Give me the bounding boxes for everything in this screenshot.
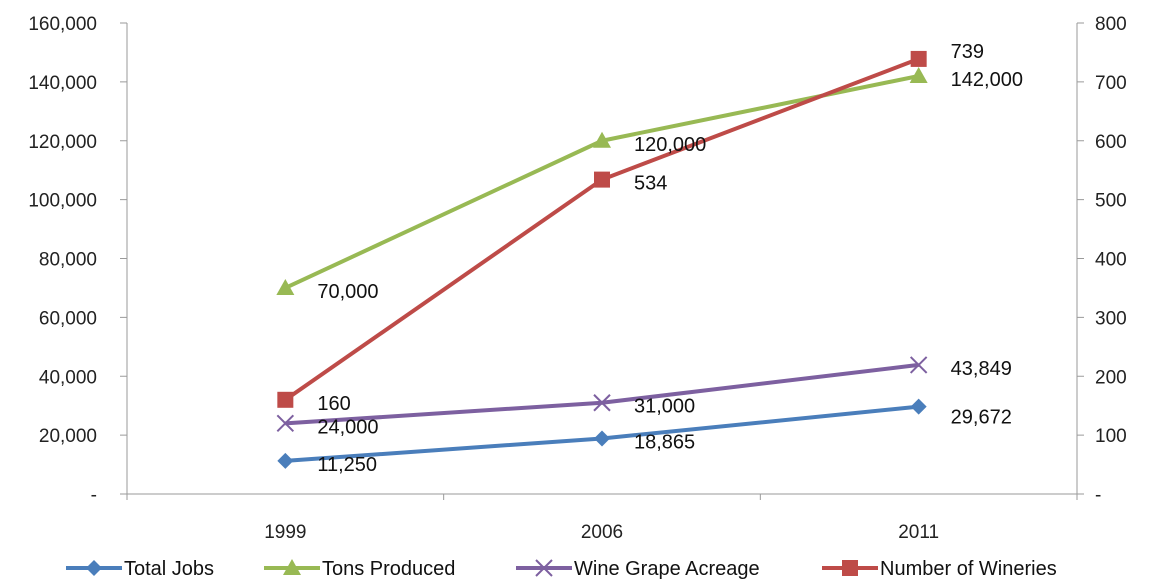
data-label-total-jobs: 18,865 xyxy=(634,431,695,453)
data-label-number-of-wineries: 739 xyxy=(951,41,984,63)
data-point-number-of-wineries-1999 xyxy=(277,391,294,408)
data-point-total-jobs-2011 xyxy=(910,398,927,415)
data-point-number-of-wineries-2011 xyxy=(910,50,927,67)
series-line-number-of-wineries xyxy=(284,57,920,402)
data-point-total-jobs-1999 xyxy=(277,452,294,469)
series-total-jobs xyxy=(277,398,927,469)
data-point-tons-produced-1999 xyxy=(276,278,295,295)
data-label-number-of-wineries: 534 xyxy=(634,173,667,195)
legend-marker-total-jobs xyxy=(86,560,102,576)
left-y-tick-label: 40,000 xyxy=(39,367,97,388)
chart-data-labels: 11,250 18,865 29,672 70,000 120,000 142,000 24… xyxy=(317,41,1023,476)
legend-marker-number-of-wineries xyxy=(842,560,858,576)
data-point-wine-grape-acreage-1999 xyxy=(276,414,295,433)
right-y-tick-label: 500 xyxy=(1095,191,1127,212)
chart-axes: -20,00040,00060,00080,000100,000120,0001… xyxy=(28,14,1126,543)
legend-marker-tons-produced xyxy=(283,559,301,575)
data-label-wine-grape-acreage: 31,000 xyxy=(634,396,695,418)
data-label-wine-grape-acreage: 43,849 xyxy=(951,358,1012,380)
series-number-of-wineries xyxy=(277,50,927,408)
right-y-tick-label: 100 xyxy=(1095,426,1127,447)
left-y-tick-label: 140,000 xyxy=(28,73,97,94)
legend-label-tons-produced: Tons Produced xyxy=(322,558,455,579)
left-y-tick-label: 20,000 xyxy=(39,426,97,447)
left-y-tick-label: 120,000 xyxy=(28,132,97,153)
legend-item-wine-grape-acreage: Wine Grape Acreage xyxy=(516,558,760,579)
data-label-tons-produced: 70,000 xyxy=(317,281,378,303)
data-point-total-jobs-2006 xyxy=(594,430,610,447)
legend-label-wine-grape-acreage: Wine Grape Acreage xyxy=(574,558,760,579)
legend-label-total-jobs: Total Jobs xyxy=(124,558,214,579)
legend-label-number-of-wineries: Number of Wineries xyxy=(880,558,1057,579)
left-y-tick-label: 100,000 xyxy=(28,191,97,212)
legend-item-tons-produced: Tons Produced xyxy=(264,558,455,579)
data-point-wine-grape-acreage-2011 xyxy=(909,356,928,374)
chart-series xyxy=(276,50,928,469)
left-y-tick-label: - xyxy=(91,485,97,506)
left-y-tick-label: 80,000 xyxy=(39,250,97,271)
data-label-wine-grape-acreage: 24,000 xyxy=(317,416,378,438)
legend-item-number-of-wineries: Number of Wineries xyxy=(822,558,1057,579)
left-y-tick-label: 160,000 xyxy=(28,14,97,35)
right-y-tick-label: 700 xyxy=(1095,73,1127,94)
data-label-total-jobs: 29,672 xyxy=(951,407,1012,429)
data-label-total-jobs: 11,250 xyxy=(317,454,377,476)
right-y-tick-label: 600 xyxy=(1095,132,1127,153)
x-tick-label: 2006 xyxy=(581,522,623,543)
left-y-tick-label: 60,000 xyxy=(39,308,97,329)
right-y-tick-label: 800 xyxy=(1095,14,1127,35)
x-tick-label: 1999 xyxy=(264,522,306,543)
right-y-tick-label: 300 xyxy=(1095,308,1127,329)
right-y-tick-label: 200 xyxy=(1095,367,1127,388)
data-point-tons-produced-2006 xyxy=(593,131,611,148)
right-y-tick-label: 400 xyxy=(1095,250,1127,271)
data-point-tons-produced-2011 xyxy=(909,66,928,83)
data-point-wine-grape-acreage-2006 xyxy=(593,394,611,412)
data-label-tons-produced: 120,000 xyxy=(634,134,706,156)
series-wine-grape-acreage xyxy=(276,356,928,433)
legend-marker-wine-grape-acreage xyxy=(535,559,553,577)
legend-item-total-jobs: Total Jobs xyxy=(66,558,214,579)
x-tick-label: 2011 xyxy=(898,522,939,543)
chart-legend: Total Jobs Tons Produced Wine Grape Acreag… xyxy=(66,558,1057,579)
data-label-tons-produced: 142,000 xyxy=(951,69,1023,91)
right-y-tick-label: - xyxy=(1095,485,1101,506)
data-label-number-of-wineries: 160 xyxy=(317,393,350,415)
data-point-number-of-wineries-2006 xyxy=(594,171,610,188)
